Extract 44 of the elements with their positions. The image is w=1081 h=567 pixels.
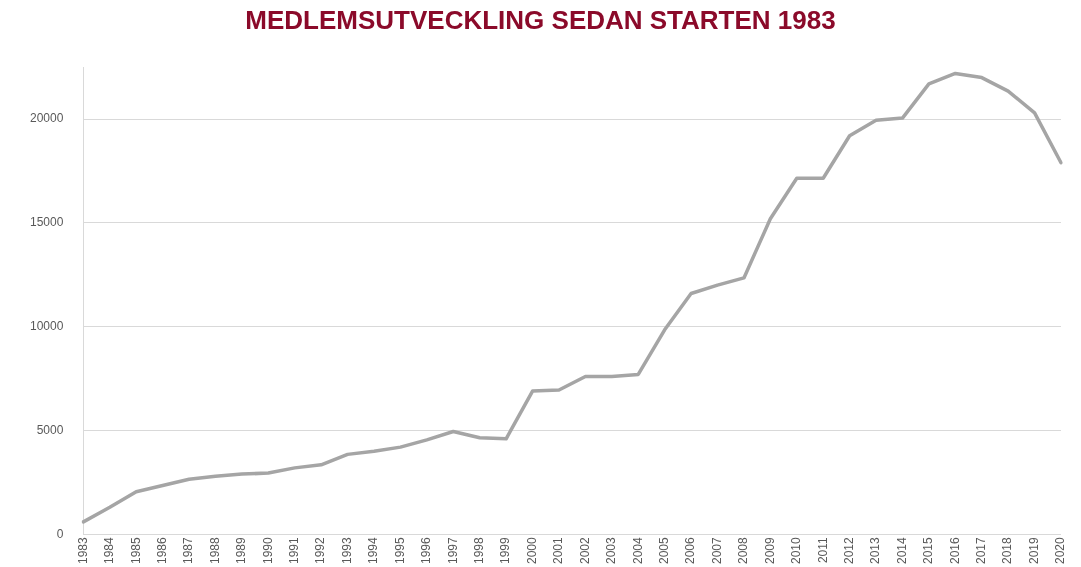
x-tick-label: 2000	[524, 536, 539, 565]
x-tick-label: 1987	[181, 536, 196, 565]
x-tick-label: 2010	[789, 536, 804, 565]
x-tick-label: 2002	[577, 536, 592, 565]
x-tick-label: 1983	[75, 536, 90, 565]
x-tick-label: 2009	[762, 536, 777, 565]
x-tick-label: 2001	[551, 536, 566, 565]
x-tick-label: 1985	[128, 536, 143, 565]
x-tick-label: 2015	[921, 536, 936, 565]
x-tick-label: 2012	[841, 536, 856, 565]
x-tick-label: 2018	[1000, 536, 1015, 565]
x-tick-label: 1999	[498, 536, 513, 565]
x-tick-label: 1988	[207, 536, 222, 565]
x-tick-label: 2011	[815, 536, 830, 564]
y-tick-label: 0	[56, 526, 64, 541]
chart-title: MEDLEMSUTVECKLING SEDAN STARTEN 1983	[244, 4, 837, 37]
x-tick-label: 1990	[260, 536, 275, 565]
x-tick-label: 1995	[392, 536, 407, 565]
x-tick-label: 1998	[472, 536, 487, 565]
x-tick-label: 2006	[683, 536, 698, 565]
x-tick-label: 2019	[1026, 536, 1041, 565]
x-tick-label: 2004	[630, 536, 645, 565]
x-tick-label: 2013	[868, 536, 883, 565]
x-tick-label: 2017	[974, 536, 989, 565]
x-tick-label: 2016	[947, 536, 962, 565]
x-tick-label: 1996	[419, 536, 434, 565]
x-tick-label: 2007	[709, 536, 724, 565]
x-tick-label: 2005	[656, 536, 671, 565]
x-tick-label: 1986	[154, 536, 169, 565]
y-tick-label: 10000	[29, 319, 64, 334]
x-tick-label: 2020	[1053, 536, 1068, 565]
x-tick-label: 1992	[313, 536, 328, 565]
x-tick-label: 2014	[894, 536, 909, 565]
x-tick-label: 1989	[234, 536, 249, 565]
x-tick-label: 1997	[445, 536, 460, 565]
x-tick-label: 2003	[604, 536, 619, 565]
x-tick-label: 2008	[736, 536, 751, 565]
x-tick-label: 1991	[287, 536, 302, 565]
x-tick-label: 1984	[102, 536, 117, 565]
x-tick-label: 1994	[366, 536, 381, 565]
x-tick-label: 1993	[339, 536, 354, 565]
y-tick-label: 15000	[29, 215, 64, 230]
y-tick-label: 5000	[36, 422, 64, 437]
y-tick-label: 20000	[29, 111, 64, 126]
